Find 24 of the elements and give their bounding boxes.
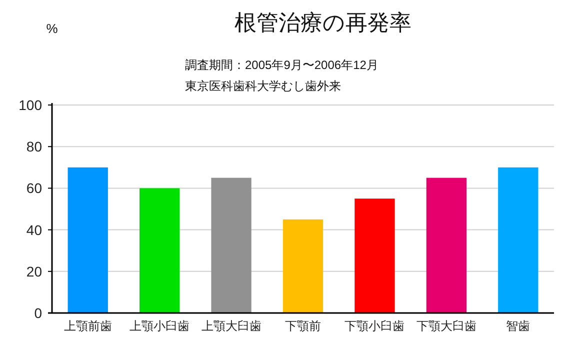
bar: [68, 167, 108, 313]
x-tick-label: 下顎大臼歯: [416, 319, 476, 333]
x-tick-label: 上顎大臼歯: [201, 319, 262, 333]
y-tick-label: 100: [18, 97, 42, 113]
y-tick-label: 40: [26, 222, 42, 238]
y-tick-label: 80: [26, 138, 42, 155]
text: 東京医科歯科大学むし歯外来: [185, 79, 341, 93]
text: 調査期間：2005年9月〜2006年12月: [185, 58, 378, 72]
chart-title: 根管治療の再発率: [234, 10, 412, 35]
x-tick-label: 上顎小臼歯: [130, 319, 190, 333]
y-tick-label: 20: [26, 263, 42, 280]
bar: [211, 178, 252, 313]
x-tick-label: 下顎前: [285, 319, 321, 333]
x-tick-label: 下顎小臼歯: [344, 319, 405, 333]
y-axis-title: %: [46, 21, 58, 36]
bar: [282, 219, 324, 313]
x-tick-label: 上顎前歯: [64, 319, 112, 333]
bar: [139, 188, 180, 313]
bar: [426, 178, 467, 313]
bar: [354, 198, 395, 313]
x-tick-label: 智歯: [506, 319, 530, 333]
bar: [498, 167, 538, 313]
y-tick-label: 60: [26, 180, 42, 196]
y-tick-label: 0: [34, 305, 42, 321]
